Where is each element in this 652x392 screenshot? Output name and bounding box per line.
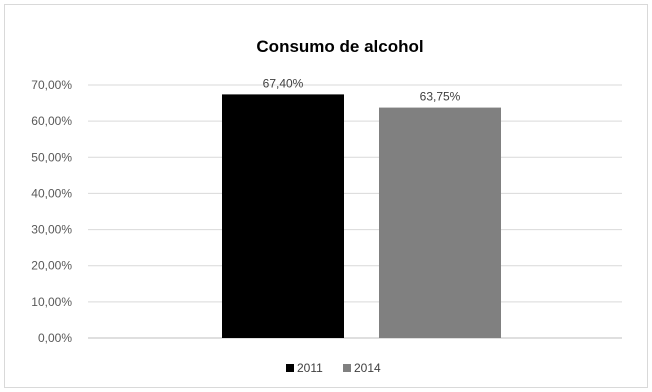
y-tick-label: 0,00% [38,331,72,345]
y-tick-label: 50,00% [31,150,72,164]
data-label-2014: 63,75% [420,90,461,104]
gridlines [88,84,622,339]
y-tick-label: 60,00% [31,114,72,128]
legend: 2011 2014 [286,361,381,375]
bar-2011 [222,94,344,338]
data-labels: 67,40% 63,75% [263,76,461,103]
y-tick-label: 30,00% [31,223,72,237]
y-tick-label: 70,00% [31,78,72,92]
bar-2014 [379,107,501,338]
legend-label-2011: 2011 [297,361,323,375]
y-tick-label: 40,00% [31,186,72,200]
legend-swatch-2011 [286,364,294,372]
legend-label-2014: 2014 [354,361,381,375]
legend-swatch-2014 [343,364,351,372]
data-label-2011: 67,40% [263,76,304,90]
chart-title: Consumo de alcohol [256,37,423,56]
y-tick-label: 20,00% [31,259,72,273]
y-tick-label: 10,00% [31,295,72,309]
y-axis-ticks: 0,00% 10,00% 20,00% 30,00% 40,00% 50,00% 60,00… [31,78,72,345]
bars [222,94,501,338]
